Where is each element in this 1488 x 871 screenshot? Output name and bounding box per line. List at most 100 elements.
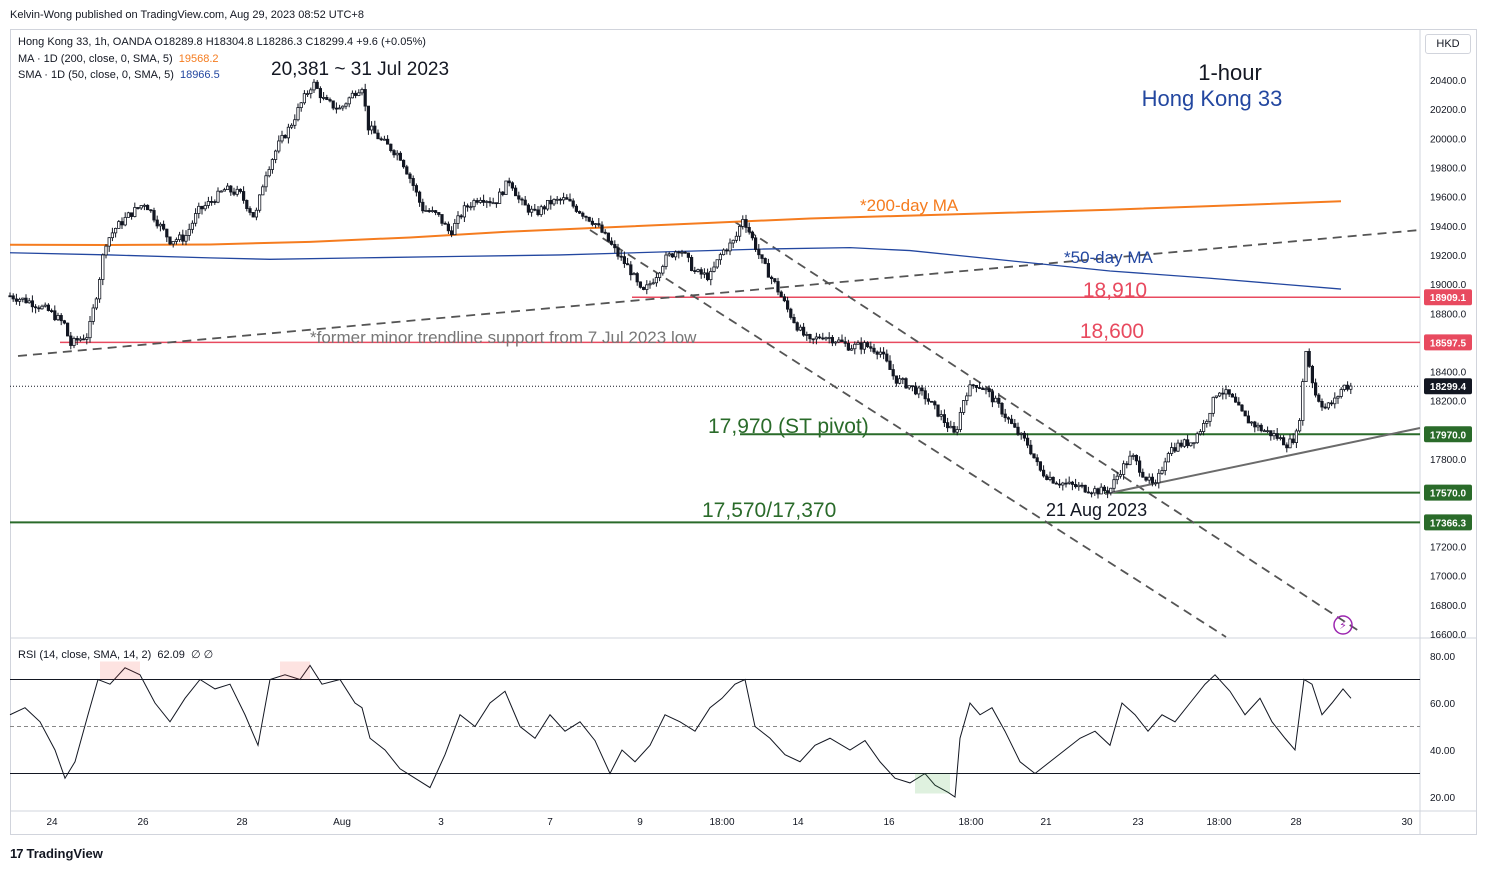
candle-body — [94, 298, 98, 309]
rsi-legend[interactable]: RSI (14, close, SMA, 14, 2) 62.09 ∅ ∅ — [18, 648, 213, 661]
candle-body — [1285, 444, 1289, 449]
ma200-legend[interactable]: MA · 1D (200, close, 0, SMA, 5) 19568.2 — [18, 53, 219, 65]
time-tick-label: Aug — [333, 817, 351, 828]
candle-body — [360, 89, 364, 94]
candle-body — [40, 305, 44, 310]
candle-body — [296, 107, 300, 121]
candle-body — [651, 282, 655, 285]
candle-body — [187, 228, 191, 236]
price-tick-label: 19400.0 — [1430, 222, 1467, 233]
candle-body — [805, 334, 809, 336]
candle-body — [1173, 447, 1177, 452]
price-tick-label: 16600.0 — [1430, 630, 1467, 641]
candle-body — [1003, 413, 1007, 419]
candle-body — [248, 208, 252, 213]
currency-button[interactable]: HKD — [1425, 34, 1471, 54]
price-tick-label: 17000.0 — [1430, 572, 1467, 583]
candle-body — [600, 224, 604, 233]
candle-body — [472, 200, 476, 208]
candle-body — [718, 254, 723, 261]
candle-body — [866, 342, 870, 348]
candle-body — [568, 198, 572, 202]
candle-body — [907, 385, 911, 389]
candle-body — [1154, 482, 1158, 485]
price-tick-label: 20200.0 — [1430, 105, 1467, 116]
candle-body — [1234, 396, 1238, 403]
candle-body — [984, 388, 988, 391]
candle-body — [1115, 475, 1119, 481]
candle-body — [1202, 423, 1206, 432]
candle-body — [1042, 469, 1046, 477]
candle-body — [1016, 426, 1020, 435]
candle-body — [533, 208, 537, 211]
candle-body — [277, 140, 281, 152]
candle-body — [949, 425, 953, 429]
candle-body — [536, 209, 540, 216]
candle-body — [565, 197, 569, 200]
candle-body — [78, 338, 82, 341]
candle-body — [818, 336, 822, 339]
candle-body — [757, 249, 761, 256]
candle-body — [930, 400, 934, 403]
rsi-tick-label: 80.00 — [1430, 652, 1455, 663]
candle-body — [1237, 401, 1241, 406]
rsi-line — [9, 664, 1352, 798]
level-price-badge — [1424, 334, 1472, 351]
candle-body — [741, 219, 745, 227]
sma50-legend[interactable]: SMA · 1D (50, close, 0, SMA, 5) 18966.5 — [18, 69, 220, 81]
tradingview-logo[interactable]: 17 TradingView — [10, 846, 103, 861]
rsi-legend-extra: ∅ ∅ — [190, 649, 214, 661]
candle-body — [1330, 402, 1334, 405]
candle-body — [894, 375, 899, 384]
candle-body — [91, 307, 95, 322]
candle-body — [808, 334, 812, 340]
candle-body — [251, 212, 255, 218]
candle-body — [411, 178, 415, 186]
candle-body — [213, 201, 217, 203]
candle-body — [1138, 460, 1142, 473]
candle-body — [398, 152, 403, 161]
candle-body — [1253, 421, 1257, 428]
price-tick-label: 17800.0 — [1430, 455, 1467, 466]
candle-body — [257, 194, 262, 211]
candle-body — [1102, 486, 1106, 492]
candle-body — [514, 187, 518, 197]
candle-body — [917, 387, 921, 395]
candle-body — [702, 272, 707, 275]
trendline-support-dashed — [17, 229, 1421, 357]
candle-body — [443, 222, 447, 225]
candle-body — [184, 235, 188, 242]
candle-body — [373, 125, 377, 134]
candle-body — [8, 295, 12, 298]
candle-body — [321, 97, 326, 99]
candle-body — [395, 152, 399, 156]
candle-body — [37, 307, 41, 310]
symbol-legend[interactable]: Hong Kong 33, 1h, OANDA O18289.8 H18304.… — [18, 36, 426, 48]
candle-body — [578, 211, 582, 214]
sma50-annotation: *50-day MA — [1064, 248, 1153, 267]
candle-body — [843, 341, 847, 344]
candle-body — [1320, 400, 1324, 408]
candle-body — [350, 92, 355, 99]
candle-body — [53, 310, 57, 321]
level-price-badge-text: 17366.3 — [1430, 518, 1467, 529]
candle-body — [571, 200, 575, 207]
candle-body — [1070, 481, 1074, 485]
level-label: 18,600 — [1080, 320, 1144, 343]
candle-body — [305, 93, 310, 95]
candle-body — [776, 281, 780, 293]
candle-body — [939, 414, 943, 417]
time-tick-label: 18:00 — [709, 817, 734, 828]
candle-body — [549, 199, 553, 205]
candle-body — [379, 138, 383, 141]
candle-body — [1240, 404, 1244, 412]
candle-body — [850, 348, 854, 351]
candle-body — [331, 100, 335, 109]
candle-body — [779, 291, 783, 298]
candle-body — [417, 191, 422, 203]
candle-body — [654, 277, 659, 284]
candle-body — [517, 195, 521, 200]
candle-body — [1026, 437, 1030, 446]
candle-body — [811, 338, 815, 341]
